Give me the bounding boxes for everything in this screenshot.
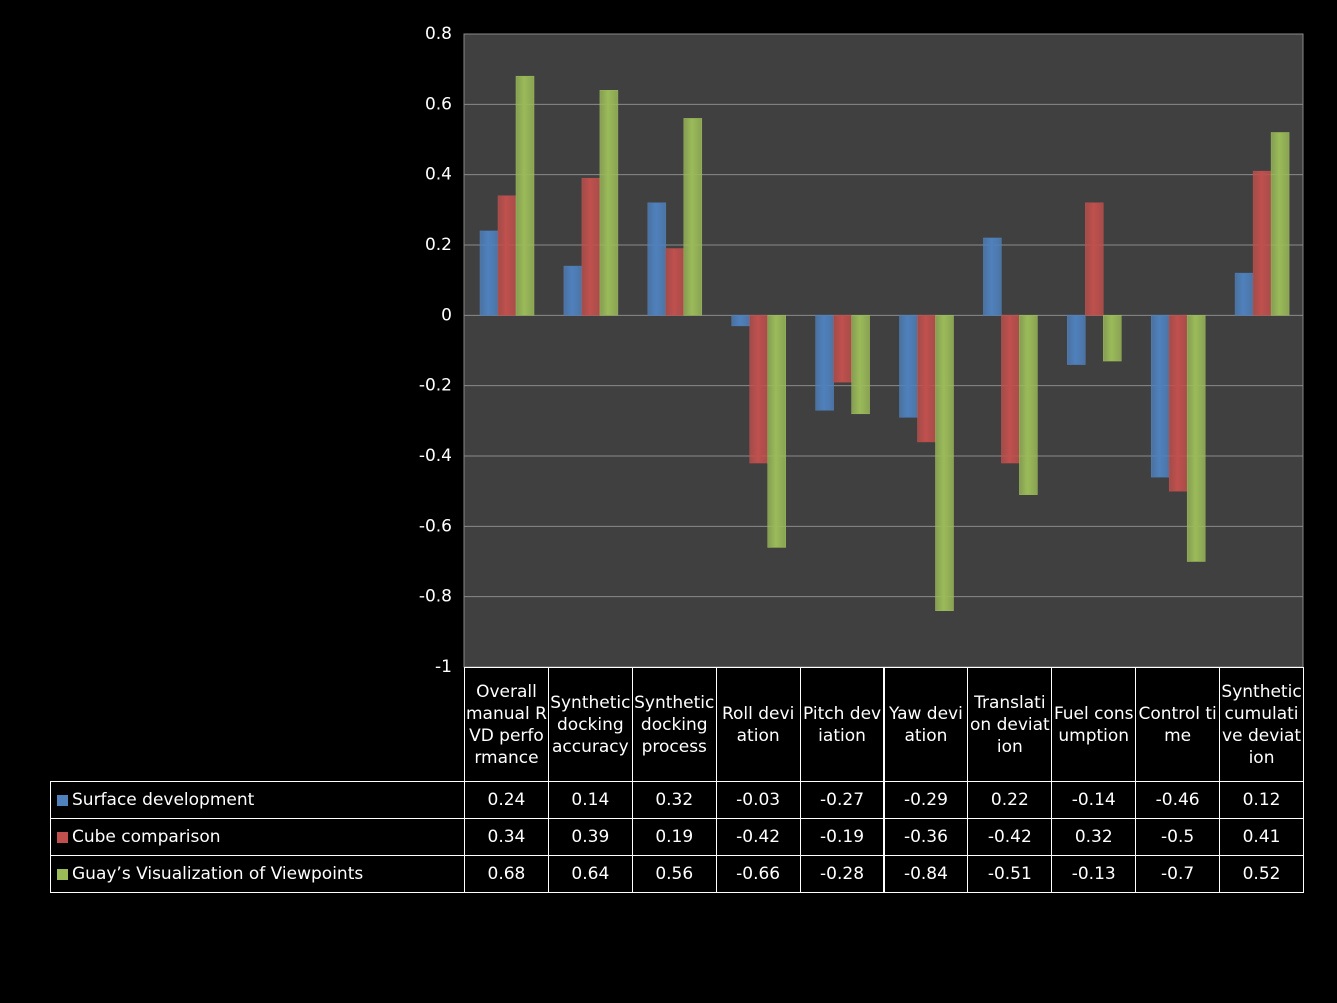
table-value: -0.03: [715, 781, 801, 819]
legend-entry: Surface development: [50, 781, 465, 819]
bar: [563, 265, 583, 316]
legend-label: Surface development: [72, 790, 255, 810]
y-tick-label: 0.4: [425, 165, 452, 185]
bar: [1019, 315, 1038, 495]
table-value: -0.28: [799, 855, 885, 893]
x-tick-label: Synthetic docking process: [631, 667, 717, 782]
x-tick-label: Roll deviation: [715, 667, 801, 782]
bar: [581, 177, 601, 316]
y-tick-label: 0.2: [425, 235, 452, 255]
bar: [749, 315, 768, 464]
bar: [1067, 315, 1086, 365]
table-value: -0.29: [883, 781, 969, 819]
table-value: 0.56: [631, 855, 717, 893]
table-value: 0.12: [1219, 781, 1304, 819]
table-value: -0.42: [715, 818, 801, 856]
x-tick-label: Synthetic docking accuracy: [547, 667, 633, 782]
bar: [1252, 170, 1272, 316]
bar: [899, 315, 918, 418]
legend-label: Guay’s Visualization of Viewpoints: [72, 864, 364, 884]
y-tick-label: 0: [441, 305, 452, 325]
y-tick-label: -0.4: [419, 446, 452, 466]
table-value: -0.66: [715, 855, 801, 893]
bar: [983, 237, 1002, 316]
table-value: -0.36: [883, 818, 969, 856]
table-value: 0.14: [547, 781, 633, 819]
bar: [833, 315, 852, 383]
table-value: -0.51: [967, 855, 1053, 893]
bar: [815, 315, 834, 411]
legend-entry: Guay’s Visualization of Viewpoints: [50, 855, 465, 893]
table-value: -0.42: [967, 818, 1053, 856]
legend-key: [57, 868, 68, 880]
table-value: -0.14: [1051, 781, 1137, 819]
legend-entry: Cube comparison: [50, 818, 465, 856]
y-tick-label: -1: [435, 657, 452, 677]
bar: [1150, 315, 1170, 478]
bar: [1103, 315, 1122, 362]
table-value: -0.7: [1135, 855, 1221, 893]
table-value: 0.24: [464, 781, 549, 819]
legend-key: [57, 831, 68, 843]
bar: [1270, 132, 1290, 316]
table-value: -0.84: [883, 855, 969, 893]
bar: [1001, 315, 1020, 464]
bar: [683, 118, 703, 316]
table-value: 0.39: [547, 818, 633, 856]
x-tick-label: Translation deviation: [967, 667, 1053, 782]
bar: [665, 248, 685, 316]
x-tick-label: Yaw deviation: [883, 667, 969, 782]
bar: [647, 202, 667, 316]
legend-key: [57, 794, 68, 806]
table-value: 0.68: [464, 855, 549, 893]
x-tick-label: Fuel consumption: [1051, 667, 1137, 782]
x-tick-label: Synthetic cumulative deviation: [1219, 667, 1304, 782]
bar: [917, 315, 936, 443]
bar: [731, 315, 750, 327]
table-value: 0.32: [1051, 818, 1137, 856]
y-tick-label: -0.8: [419, 587, 452, 607]
bar: [767, 315, 786, 548]
bar: [515, 75, 535, 316]
table-value: -0.13: [1051, 855, 1137, 893]
table-value: 0.41: [1219, 818, 1304, 856]
bar: [851, 315, 870, 415]
table-value: 0.19: [631, 818, 717, 856]
table-value: -0.19: [799, 818, 885, 856]
y-tick-label: 0.6: [425, 94, 452, 114]
y-tick-label: -0.6: [419, 516, 452, 536]
table-value: 0.22: [967, 781, 1053, 819]
y-tick-label: 0.8: [425, 24, 452, 44]
bar: [497, 195, 517, 316]
y-tick-label: -0.2: [419, 376, 452, 396]
table-value: 0.34: [464, 818, 549, 856]
x-tick-label: Control time: [1135, 667, 1221, 782]
bar: [1168, 315, 1188, 492]
bar: [479, 230, 499, 316]
table-value: -0.46: [1135, 781, 1221, 819]
table-value: -0.5: [1135, 818, 1221, 856]
x-tick-label: Overall manual RVD performance: [464, 667, 549, 782]
bar: [1234, 272, 1254, 316]
table-value: 0.52: [1219, 855, 1304, 893]
table-value: 0.64: [547, 855, 633, 893]
legend-label: Cube comparison: [72, 827, 221, 847]
bar: [1186, 315, 1206, 562]
bar: [599, 90, 619, 316]
table-value: 0.32: [631, 781, 717, 819]
x-tick-label: Pitch deviation: [799, 667, 885, 782]
table-value: -0.27: [799, 781, 885, 819]
bar: [1085, 202, 1104, 316]
bar: [935, 315, 954, 611]
